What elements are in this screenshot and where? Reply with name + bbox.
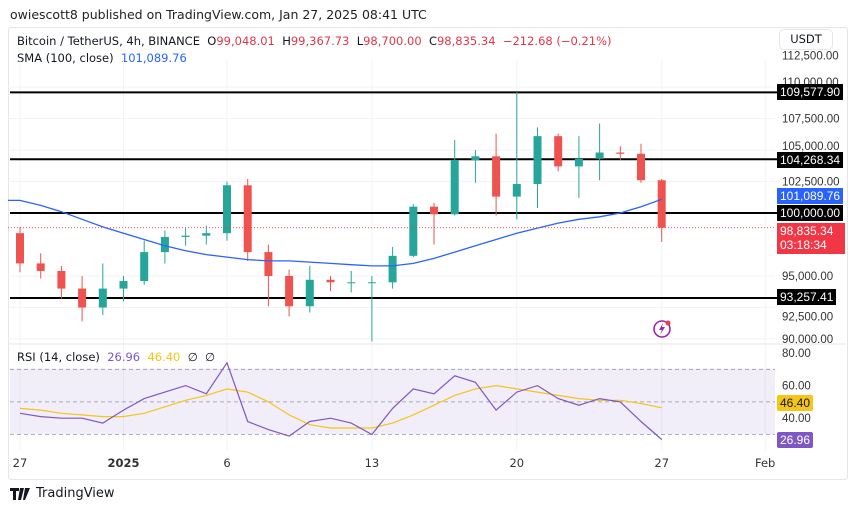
candle-body bbox=[78, 288, 87, 308]
low-value: 98,700.00 bbox=[363, 34, 422, 48]
chart-frame bbox=[8, 27, 848, 480]
rsi-value: 26.96 bbox=[107, 350, 141, 364]
time-tick: 20 bbox=[509, 456, 524, 470]
candle-body bbox=[181, 235, 190, 237]
sma-price-label: 101,089.76 bbox=[777, 188, 844, 204]
candle-body bbox=[98, 288, 107, 308]
price-tick: 95,000.00 bbox=[782, 271, 833, 283]
rsi-ma-line bbox=[19, 384, 662, 429]
candle-body bbox=[140, 252, 149, 282]
price-tick: 112,500.00 bbox=[782, 51, 839, 63]
symbol-legend: Bitcoin / TetherUS, 4h, BINANCE O99,048.… bbox=[17, 34, 612, 48]
candle-body bbox=[554, 136, 563, 167]
close-value: 98,835.34 bbox=[436, 34, 496, 48]
bar-countdown: 03:18:34 bbox=[780, 238, 827, 252]
symbol-name[interactable]: Bitcoin / TetherUS, 4h, BINANCE bbox=[17, 34, 200, 48]
candle-body bbox=[430, 206, 438, 215]
candle-body bbox=[243, 185, 252, 253]
level-label-104268: 104,268.34 bbox=[777, 152, 844, 168]
time-tick: Feb bbox=[755, 456, 775, 470]
candle-body bbox=[533, 136, 542, 185]
rsi-label-value: 26.96 bbox=[777, 432, 814, 448]
open-value: 99,048.01 bbox=[216, 34, 275, 48]
candle-body bbox=[409, 206, 418, 256]
candle-body bbox=[264, 252, 273, 276]
horizontal-levels[interactable] bbox=[10, 91, 777, 299]
last-price-label: 98,835.34 03:18:34 bbox=[777, 223, 845, 254]
candle-body bbox=[512, 184, 521, 197]
rsi-legend[interactable]: RSI (14, close) 26.96 46.40 ∅ ∅ bbox=[17, 350, 215, 364]
candle-body bbox=[285, 276, 294, 307]
sma-label: SMA (100, close) bbox=[17, 51, 114, 65]
candle-body bbox=[119, 281, 128, 289]
candle-body bbox=[223, 185, 231, 234]
tradingview-logo-icon bbox=[10, 487, 30, 500]
price-axis[interactable]: 112,500.00110,000.00107,500.00105,000.00… bbox=[782, 51, 840, 347]
high-value: 99,367.73 bbox=[290, 34, 350, 48]
open-label: O bbox=[207, 34, 217, 48]
candle-body bbox=[367, 282, 376, 284]
time-axis[interactable]: 27 2025 6 13 20 27 Feb bbox=[13, 456, 776, 470]
candle-body bbox=[657, 180, 666, 228]
candle-body bbox=[16, 233, 24, 264]
grid bbox=[8, 60, 775, 450]
candle-body bbox=[637, 153, 645, 181]
change-value: −212.68 (−0.21%) bbox=[502, 34, 612, 48]
level-label-100000: 100,000.00 bbox=[777, 205, 844, 221]
lightning-icon[interactable] bbox=[653, 320, 671, 338]
brand-name: TradingView bbox=[36, 486, 115, 501]
candle-body bbox=[36, 263, 45, 271]
candle-body bbox=[616, 152, 625, 154]
sma-line bbox=[8, 198, 662, 267]
time-tick: 27 bbox=[13, 456, 28, 470]
rsi-tick: 80.00 bbox=[782, 348, 811, 360]
price-tick: 90,000.00 bbox=[782, 334, 833, 346]
price-tick: 107,500.00 bbox=[782, 114, 840, 126]
level-label-93257: 93,257.41 bbox=[777, 289, 837, 305]
high-label: H bbox=[282, 34, 291, 48]
low-label: L bbox=[356, 34, 364, 48]
rsi-axis[interactable]: 80.00 60.00 40.00 bbox=[782, 348, 811, 425]
last-price: 98,835.34 bbox=[780, 224, 834, 238]
time-tick: 2025 bbox=[107, 456, 139, 470]
candle-body bbox=[305, 279, 314, 307]
price-tick: 105,000.00 bbox=[782, 141, 840, 153]
rsi-label: RSI (14, close) bbox=[17, 350, 100, 364]
price-tick: 92,500.00 bbox=[782, 312, 833, 324]
candle-body bbox=[471, 156, 480, 161]
candle-body bbox=[160, 236, 169, 253]
candle-body bbox=[450, 160, 459, 215]
candles bbox=[16, 92, 666, 342]
rsi-tick: 40.00 bbox=[782, 413, 811, 425]
candle-body bbox=[347, 282, 356, 284]
rsi-extra-2: ∅ bbox=[205, 350, 216, 364]
price-tick: 102,500.00 bbox=[782, 177, 840, 189]
rsi-tick: 60.00 bbox=[782, 381, 811, 393]
time-tick: 6 bbox=[223, 456, 230, 470]
sma-value: 101,089.76 bbox=[120, 51, 187, 65]
candle-body bbox=[57, 270, 66, 289]
level-label-109577: 109,577.90 bbox=[777, 84, 844, 100]
sma-legend[interactable]: SMA (100, close) 101,089.76 bbox=[17, 51, 187, 65]
candle-body bbox=[202, 233, 211, 236]
rsi-ma-label: 46.40 bbox=[777, 395, 814, 411]
candle-body bbox=[388, 255, 397, 283]
time-tick: 27 bbox=[654, 456, 669, 470]
currency-button[interactable]: USDT bbox=[779, 29, 833, 50]
candle-body bbox=[595, 152, 604, 159]
candle-body bbox=[492, 156, 501, 197]
tradingview-logo[interactable]: TradingView bbox=[10, 486, 115, 501]
close-label: C bbox=[428, 34, 437, 48]
candle-body bbox=[326, 279, 335, 283]
time-tick: 13 bbox=[365, 456, 380, 470]
rsi-ma-value: 46.40 bbox=[147, 350, 181, 364]
candle-body bbox=[574, 158, 583, 167]
rsi-extra-1: ∅ bbox=[187, 350, 198, 364]
rsi-line bbox=[19, 361, 663, 440]
author-line: owiescott8 published on TradingView.com,… bbox=[10, 7, 427, 22]
